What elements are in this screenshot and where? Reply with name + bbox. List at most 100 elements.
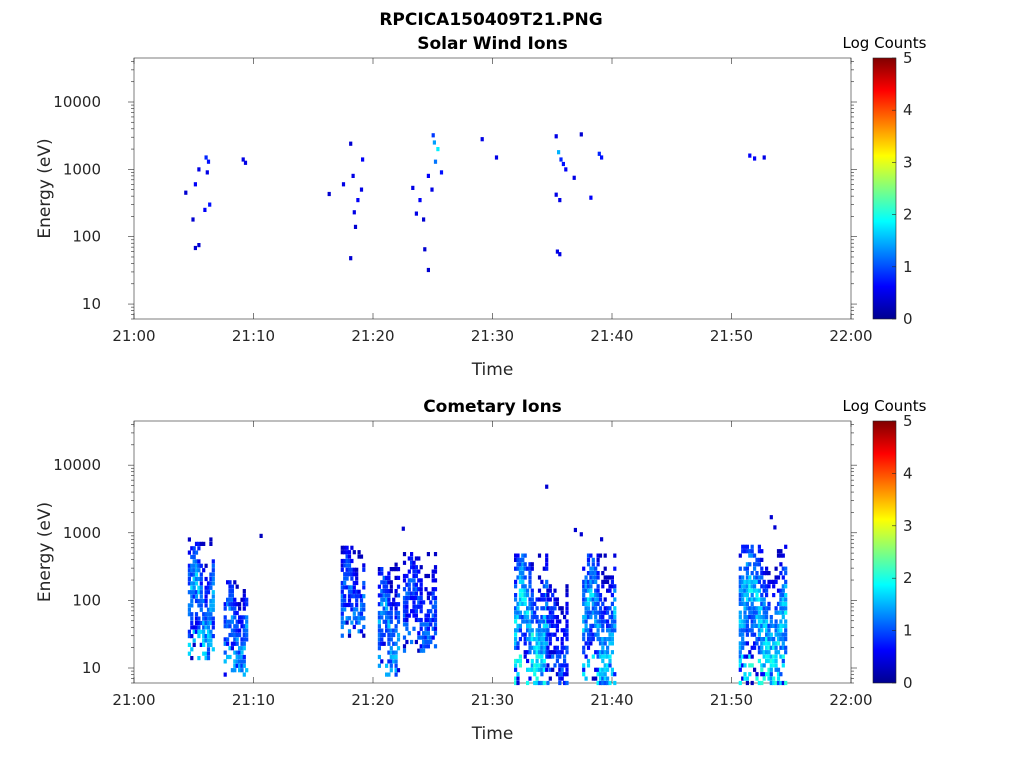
heatmap-cell — [429, 600, 433, 605]
heatmap-cell — [202, 625, 206, 630]
heatmap-cell — [396, 619, 401, 624]
heatmap-cell — [750, 601, 754, 606]
heatmap-cell — [526, 610, 530, 615]
heatmap-cell — [784, 601, 788, 606]
heatmap-cell — [767, 676, 771, 681]
heatmap-cell — [528, 575, 532, 580]
heatmap-cell — [343, 580, 347, 586]
heatmap-cell — [597, 151, 601, 156]
heatmap-cell — [240, 654, 244, 660]
heatmap-cell — [762, 650, 766, 655]
heatmap-cell — [417, 595, 421, 601]
heatmap-cell — [347, 554, 352, 559]
heatmap-cell — [606, 645, 610, 650]
heatmap-cell — [521, 562, 525, 567]
heatmap-cell — [606, 623, 610, 628]
heatmap-cell — [206, 634, 211, 639]
heatmap-cell — [412, 573, 416, 579]
heatmap-cell — [591, 623, 595, 628]
heatmap-cell — [518, 593, 522, 598]
heatmap-cell — [748, 650, 752, 655]
heatmap-cell — [514, 667, 518, 672]
heatmap-cell — [514, 615, 518, 620]
heatmap-cell — [603, 641, 607, 646]
heatmap-cell — [589, 610, 593, 615]
heatmap-cell — [347, 616, 352, 621]
heatmap-cell — [410, 639, 414, 645]
heatmap-cell — [558, 619, 562, 624]
heatmap-cell — [187, 563, 191, 568]
heatmap-cell — [387, 628, 391, 633]
heatmap-cell — [199, 603, 203, 608]
heatmap-cell — [555, 623, 559, 628]
heatmap-cell — [762, 637, 766, 642]
y-tick-label: 10 — [82, 295, 101, 313]
heatmap-cell — [192, 559, 196, 564]
heatmap-cell — [190, 647, 194, 652]
heatmap-cell — [745, 606, 749, 611]
heatmap-cell — [738, 623, 742, 628]
heatmap-cell — [535, 650, 539, 655]
heatmap-cell — [546, 619, 550, 624]
heatmap-cell — [233, 650, 237, 655]
heatmap-cell — [194, 625, 199, 630]
heatmap-cell — [433, 600, 438, 605]
heatmap-cell — [431, 573, 435, 579]
heatmap-cell — [387, 672, 391, 677]
heatmap-cell — [233, 580, 237, 585]
heatmap-cell — [194, 598, 199, 604]
heatmap-cell — [610, 593, 614, 598]
heatmap-cell — [433, 569, 438, 574]
heatmap-cell — [776, 672, 781, 677]
heatmap-cell — [211, 598, 215, 604]
heatmap-cell — [514, 658, 518, 664]
heatmap-cell — [741, 632, 745, 637]
heatmap-cell — [750, 597, 754, 602]
heatmap-cell — [582, 579, 586, 584]
heatmap-cell — [594, 571, 598, 576]
heatmap-cell — [750, 610, 754, 615]
heatmap-cell — [199, 594, 203, 599]
heatmap-cell — [610, 650, 614, 655]
heatmap-cell — [784, 619, 788, 624]
heatmap-cell — [187, 603, 191, 608]
heatmap-cell — [352, 589, 356, 594]
heatmap-cell — [545, 601, 549, 606]
colorbar-tick-label: 0 — [903, 310, 913, 328]
heatmap-cell — [560, 606, 564, 611]
heatmap-cell — [377, 646, 381, 651]
heatmap-cell — [582, 584, 586, 589]
heatmap-cell — [394, 624, 398, 629]
heatmap-cell — [591, 575, 595, 580]
heatmap-cell — [781, 553, 785, 558]
heatmap-cell — [565, 623, 569, 628]
heatmap-cell — [429, 591, 433, 596]
heatmap-cell — [584, 597, 588, 602]
heatmap-cell — [589, 553, 593, 558]
heatmap-cell — [594, 597, 598, 602]
heatmap-cell — [741, 588, 745, 593]
heatmap-cell — [774, 667, 778, 672]
heatmap-cell — [537, 619, 542, 624]
heatmap-cell — [518, 566, 522, 571]
heatmap-cell — [608, 623, 612, 628]
heatmap-cell — [211, 568, 215, 573]
heatmap-cell — [530, 628, 534, 633]
heatmap-cell — [204, 625, 208, 630]
heatmap-cell — [223, 619, 227, 624]
heatmap-cell — [190, 590, 194, 595]
heatmap-cell — [603, 672, 607, 677]
colorbar-gradient — [872, 420, 897, 684]
heatmap-cell — [380, 659, 384, 664]
heatmap-cell — [209, 607, 213, 612]
heatmap-cell — [197, 546, 201, 551]
heatmap-cell — [242, 589, 246, 594]
heatmap-cell — [784, 650, 788, 655]
heatmap-cell — [385, 580, 389, 585]
heatmap-cell — [389, 659, 393, 664]
heatmap-cell — [392, 650, 396, 655]
heatmap-cell — [591, 571, 595, 576]
heatmap-cell — [233, 597, 237, 602]
heatmap-cell — [591, 654, 595, 659]
heatmap-cell — [545, 579, 549, 584]
